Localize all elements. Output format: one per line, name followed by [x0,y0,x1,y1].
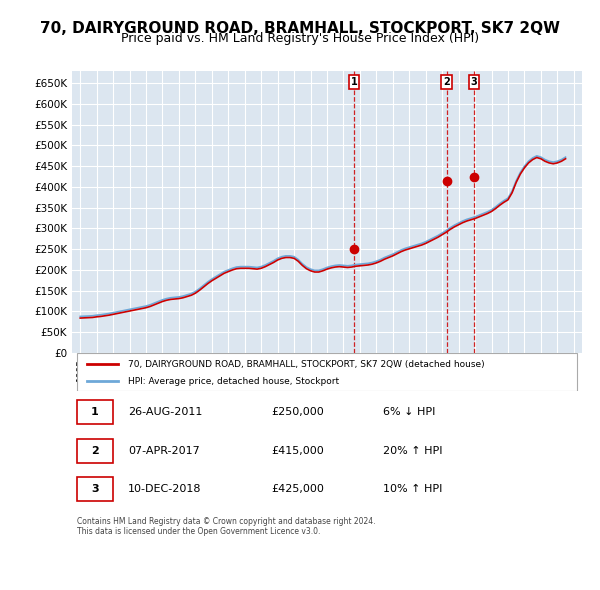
Text: 10% ↑ HPI: 10% ↑ HPI [383,484,442,494]
FancyBboxPatch shape [77,438,113,463]
Text: HPI: Average price, detached house, Stockport: HPI: Average price, detached house, Stoc… [128,377,339,386]
Text: 1: 1 [351,77,358,87]
Text: 70, DAIRYGROUND ROAD, BRAMHALL, STOCKPORT, SK7 2QW (detached house): 70, DAIRYGROUND ROAD, BRAMHALL, STOCKPOR… [128,360,485,369]
Text: 3: 3 [91,484,99,494]
Text: 6% ↓ HPI: 6% ↓ HPI [383,407,436,417]
Text: Contains HM Land Registry data © Crown copyright and database right 2024.
This d: Contains HM Land Registry data © Crown c… [77,517,376,536]
Text: 2: 2 [91,445,99,455]
Text: 26-AUG-2011: 26-AUG-2011 [128,407,202,417]
FancyBboxPatch shape [77,353,577,391]
Text: Price paid vs. HM Land Registry's House Price Index (HPI): Price paid vs. HM Land Registry's House … [121,32,479,45]
Text: £250,000: £250,000 [271,407,323,417]
Text: 10-DEC-2018: 10-DEC-2018 [128,484,202,494]
Text: 3: 3 [471,77,478,87]
FancyBboxPatch shape [77,477,113,501]
FancyBboxPatch shape [77,401,113,424]
Text: £415,000: £415,000 [271,445,323,455]
Text: 07-APR-2017: 07-APR-2017 [128,445,200,455]
Text: 20% ↑ HPI: 20% ↑ HPI [383,445,443,455]
Text: 1: 1 [91,407,99,417]
Text: 70, DAIRYGROUND ROAD, BRAMHALL, STOCKPORT, SK7 2QW: 70, DAIRYGROUND ROAD, BRAMHALL, STOCKPOR… [40,21,560,35]
Text: £425,000: £425,000 [271,484,324,494]
Text: 2: 2 [443,77,450,87]
